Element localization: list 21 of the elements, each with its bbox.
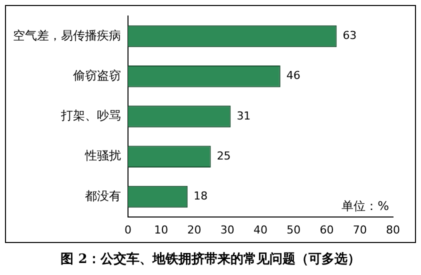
y-tick-label: 性骚扰 [84,148,121,163]
y-tick-label: 空气差，易传播疾病 [13,28,121,42]
data-label: 63 [342,29,357,42]
x-tick-label: 10 [154,223,168,236]
x-tick-label: 0 [124,223,132,236]
y-tick-label: 偷窃盗窃 [73,68,121,83]
x-tick-label: 80 [386,223,400,236]
x-tick-label: 70 [352,223,367,236]
x-tick-label: 40 [254,223,268,236]
text: 图 2：公交车、地铁拥挤带来的常见问题（可多选） [60,250,362,268]
y-tick-label: 打架、吵骂 [60,108,121,123]
data-label: 25 [216,149,231,162]
annotation: 单位：% [342,198,389,213]
data-label: 18 [194,190,208,203]
x-tick-label: 20 [187,223,202,236]
x-tick-label: 50 [286,223,301,236]
x-tick-label: 60 [320,223,334,236]
data-label: 46 [286,69,300,82]
y-tick-label: 都没有 [85,188,121,203]
x-tick-label: 30 [220,223,234,236]
data-label: 31 [236,109,251,122]
